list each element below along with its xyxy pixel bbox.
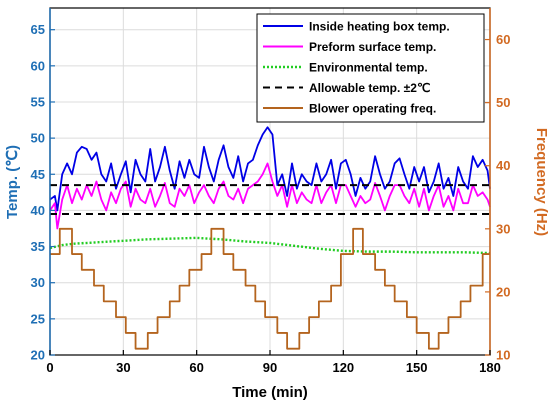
legend-label: Environmental temp. <box>309 61 428 75</box>
left-tick-label: 25 <box>31 311 45 326</box>
x-tick-label: 90 <box>263 360 277 375</box>
right-axis-label: Frequency (Hz) <box>533 128 550 236</box>
right-tick-label: 10 <box>496 348 510 363</box>
right-tick-label: 40 <box>496 158 510 173</box>
series-line-3 <box>49 236 491 255</box>
left-tick-label: 40 <box>31 203 45 218</box>
right-axis-ticks: 10 20 30 40 50 60 <box>485 32 510 363</box>
legend-label: Allowable temp. ±2℃ <box>309 81 430 95</box>
left-tick-label: 35 <box>31 239 45 254</box>
legend-label: Blower operating freq. <box>309 102 436 116</box>
legend: Inside heating box temp. Preform surface … <box>256 13 485 123</box>
x-axis-label: Time (min) <box>232 384 308 401</box>
legend-label: Preform surface temp. <box>309 40 436 54</box>
left-tick-label: 30 <box>31 275 45 290</box>
x-tick-label: 120 <box>332 360 354 375</box>
right-tick-label: 50 <box>496 95 510 110</box>
left-tick-label: 45 <box>31 167 45 182</box>
series-layer <box>49 126 491 350</box>
left-tick-label: 55 <box>31 94 45 109</box>
x-tick-label: 60 <box>189 360 203 375</box>
x-tick-label: 150 <box>406 360 428 375</box>
series-line-1 <box>49 126 491 212</box>
x-tick-label: 30 <box>116 360 130 375</box>
series-line-6 <box>50 227 490 350</box>
left-axis-ticks: 20 25 30 35 40 45 50 55 60 65 <box>31 22 55 363</box>
left-tick-label: 20 <box>31 348 45 363</box>
right-tick-label: 20 <box>496 284 510 299</box>
left-tick-label: 65 <box>31 22 45 37</box>
legend-box <box>256 13 485 123</box>
right-tick-label: 60 <box>496 32 510 47</box>
left-tick-label: 50 <box>31 131 45 146</box>
x-tick-label: 0 <box>46 360 53 375</box>
left-axis-label: Temp. (℃) <box>4 145 21 219</box>
left-tick-label: 60 <box>31 58 45 73</box>
legend-label: Inside heating box temp. <box>309 20 450 34</box>
right-tick-label: 30 <box>496 221 510 236</box>
x-axis-ticks: 0 30 60 90 120 150 180 <box>46 350 501 375</box>
series-line-2 <box>49 162 491 230</box>
x-tick-label: 180 <box>479 360 501 375</box>
